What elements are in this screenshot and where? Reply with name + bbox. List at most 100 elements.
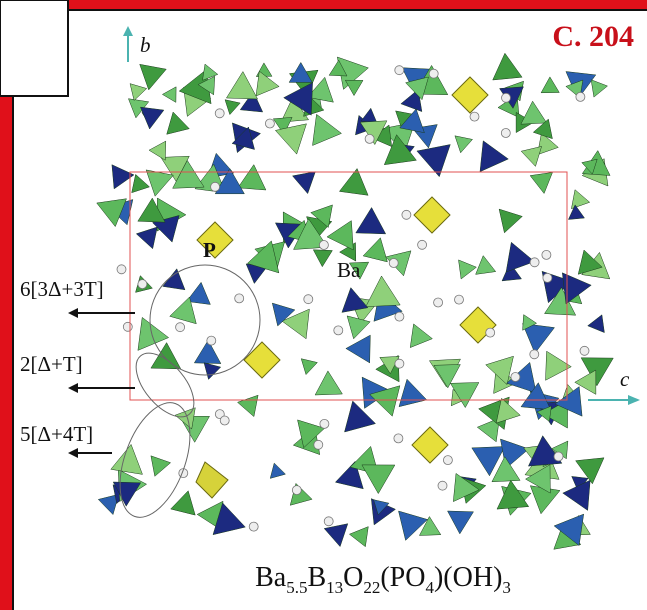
polyhedron [326, 220, 354, 251]
polyhedron [453, 472, 480, 503]
polyhedron [224, 99, 241, 116]
polyhedron [246, 240, 280, 274]
polyhedron [310, 204, 333, 228]
polyhedron [137, 316, 170, 351]
ba-label: Ba [337, 258, 361, 282]
ba-atom [234, 293, 245, 304]
polyhedron [373, 499, 390, 516]
polyhedron [255, 70, 280, 97]
polyhedron [361, 464, 396, 495]
annotation: 2[Δ+T] [20, 352, 83, 376]
formula-sub: 4 [425, 578, 434, 597]
polyhedron [409, 323, 433, 348]
polyhedron [522, 314, 538, 331]
ba-atom [579, 345, 590, 356]
polyhedron [150, 455, 172, 477]
polyhedron [231, 126, 255, 150]
polyhedron [418, 515, 442, 536]
polyhedron [571, 189, 591, 210]
ba-atom [319, 418, 330, 429]
polyhedron [97, 493, 120, 516]
polyhedron [341, 287, 369, 313]
structure [96, 52, 614, 550]
polyhedron [536, 405, 552, 422]
polyhedron [131, 173, 150, 194]
polyhedron [458, 259, 477, 280]
polyhedron [225, 71, 259, 100]
ba-atom [510, 372, 521, 382]
polyhedron [170, 490, 196, 516]
polyhedron [475, 255, 497, 275]
polyhedron [292, 171, 316, 195]
polyhedron [346, 315, 371, 340]
annotation-arrowhead [68, 448, 78, 458]
polyhedron [537, 132, 559, 156]
b-arrow [123, 26, 133, 36]
polyhedron [520, 382, 552, 410]
polyhedron [148, 140, 167, 161]
polyhedron [237, 394, 259, 418]
unit-cell [129, 171, 568, 401]
polyhedron [202, 63, 219, 81]
polyhedron [307, 76, 334, 103]
polyhedron [162, 268, 186, 291]
polyhedron [574, 369, 597, 395]
polyhedron [496, 479, 530, 510]
polyhedron [344, 79, 364, 97]
ba-atom [264, 118, 275, 129]
ba-atom [388, 258, 399, 268]
polyhedron [383, 134, 417, 166]
ba-atom [394, 311, 405, 322]
polyhedron [416, 144, 451, 178]
ba-atom [401, 209, 412, 220]
polyhedron [314, 370, 343, 396]
ba-atom [303, 294, 314, 305]
ba-atom [529, 257, 540, 268]
phosphate [411, 426, 449, 464]
polyhedron [96, 198, 127, 228]
polyhedron [369, 385, 401, 417]
ba-atom [214, 108, 225, 119]
polyhedron [344, 400, 376, 433]
formula-part: )(OH) [434, 562, 502, 593]
ba-atom [428, 68, 439, 79]
ba-atom [219, 415, 230, 426]
ba-atom [364, 133, 375, 144]
ring-5 [119, 402, 191, 518]
polyhedron [300, 358, 318, 376]
polyhedron [520, 146, 542, 167]
ba-atom [394, 65, 405, 76]
formula-sub: 13 [326, 578, 343, 597]
polyhedron [137, 197, 166, 223]
polyhedron [522, 323, 555, 354]
ba-atom [210, 181, 221, 192]
ba-atom [454, 294, 464, 305]
ba-atom [393, 433, 404, 444]
polyhedron [587, 314, 605, 333]
polyhedron [540, 76, 560, 94]
polyhedron [577, 249, 603, 275]
polyhedron [492, 52, 523, 81]
polyhedron [297, 419, 326, 449]
phosphate [196, 221, 234, 259]
polyhedron [362, 237, 388, 263]
polyhedron [399, 108, 425, 134]
polyhedron [169, 296, 197, 325]
ba-atom [313, 439, 324, 450]
polyhedron [498, 208, 523, 234]
formula-part: B [307, 562, 326, 593]
ba-atom [529, 349, 540, 360]
polyhedron [355, 207, 387, 235]
polyhedron [203, 362, 222, 380]
polyhedron [145, 169, 174, 197]
polyhedron [312, 113, 342, 146]
polyhedron [359, 120, 388, 146]
polyhedron [562, 272, 592, 305]
polyhedron [360, 107, 378, 124]
polyhedron [193, 339, 222, 364]
polyhedron [562, 479, 591, 511]
ba-atom [442, 455, 453, 466]
polyhedron [312, 249, 333, 268]
